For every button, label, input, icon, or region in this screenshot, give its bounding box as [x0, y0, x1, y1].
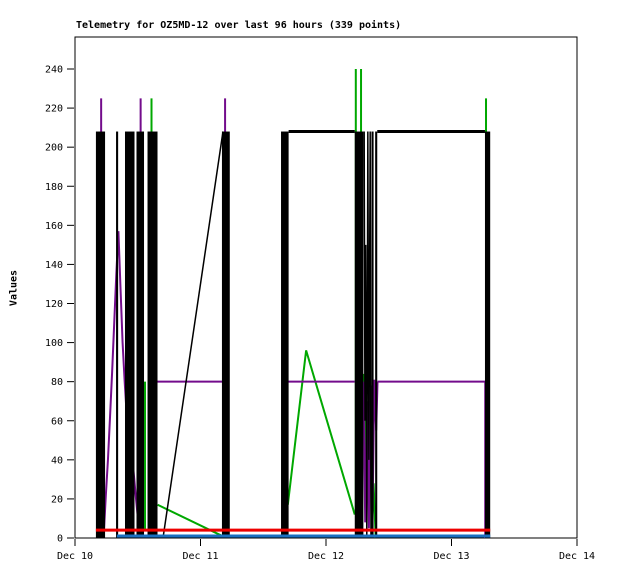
x-tick-label: Dec 13: [433, 551, 469, 562]
series-black-bar: [221, 131, 230, 539]
x-tick-label: Dec 11: [182, 551, 218, 562]
series-black-line: [363, 131, 372, 539]
x-tick-label: Dec 14: [559, 551, 595, 562]
series-black-bar: [371, 131, 374, 539]
series-black-bar: [354, 131, 364, 539]
y-tick-label: 40: [51, 455, 63, 466]
y-tick-label: 140: [45, 260, 63, 271]
series-black-bar: [95, 131, 106, 539]
chart-title: Telemetry for OZ5MD-12 over last 96 hour…: [76, 20, 402, 31]
y-tick-label: 60: [51, 416, 63, 427]
y-tick-label: 220: [45, 104, 63, 115]
series-purple-line: [377, 380, 487, 538]
series-black-bar: [136, 131, 145, 539]
series-black-line: [162, 131, 224, 539]
y-tick-label: 200: [45, 143, 63, 154]
y-tick-label: 80: [51, 377, 63, 388]
series-black-bar: [116, 131, 119, 539]
series-black-bar: [375, 131, 378, 539]
plot-border: [74, 36, 578, 539]
x-tick-label: Dec 12: [308, 551, 344, 562]
series-green-line: [286, 350, 356, 515]
series-black-bar: [124, 131, 135, 539]
series-purple-line: [102, 231, 142, 539]
y-tick-label: 120: [45, 299, 63, 310]
y-tick-label: 100: [45, 338, 63, 349]
y-tick-label: 180: [45, 182, 63, 193]
y-tick-label: 20: [51, 494, 63, 505]
series-black-bar: [281, 131, 289, 539]
series-black-bar: [147, 131, 158, 539]
series-black-bar: [484, 131, 491, 539]
y-tick-label: 240: [45, 65, 63, 76]
y-tick-label: 160: [45, 221, 63, 232]
y-tick-label: 0: [57, 534, 63, 545]
x-tick-label: Dec 10: [57, 551, 93, 562]
